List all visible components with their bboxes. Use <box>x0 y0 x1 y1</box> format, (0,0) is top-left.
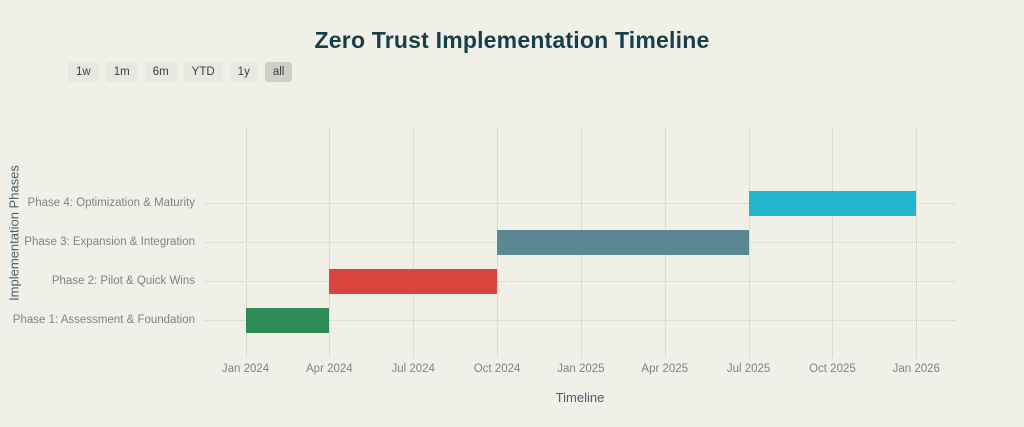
x-tick-label: Jul 2024 <box>391 363 435 375</box>
x-tick-label: Oct 2025 <box>809 363 856 375</box>
x-axis-labels: Jan 2024 Apr 2024 Jul 2024 Oct 2024 Jan 2025… <box>205 363 955 379</box>
gantt-bar-phase-2[interactable] <box>329 268 498 294</box>
y-axis-category-label: Phase 4: Optimization & Maturity <box>27 197 195 209</box>
range-button-1w[interactable]: 1w <box>68 62 99 83</box>
x-gridline <box>832 127 834 358</box>
y-axis-category-label: Phase 2: Pilot & Quick Wins <box>51 275 195 287</box>
y-axis-category-label: Phase 1: Assessment & Foundation <box>12 314 195 326</box>
x-tick-label: Jan 2026 <box>892 363 940 375</box>
gantt-bar-phase-3[interactable] <box>497 229 749 255</box>
x-tick-label: Apr 2024 <box>306 363 353 375</box>
gantt-bar-phase-4[interactable] <box>748 190 917 216</box>
x-tick-label: Jul 2025 <box>726 363 771 375</box>
x-gridline <box>748 127 750 358</box>
x-axis-title: Timeline <box>555 390 605 405</box>
x-gridline <box>329 127 331 358</box>
plot-area[interactable] <box>205 127 955 358</box>
x-tick-label: Oct 2024 <box>473 363 521 375</box>
x-gridline <box>245 127 247 358</box>
range-button-1m[interactable]: 1m <box>105 62 138 83</box>
x-tick-label: Jan 2025 <box>557 363 605 375</box>
y-gridline <box>205 320 955 321</box>
range-button-1y[interactable]: 1y <box>229 62 258 83</box>
x-gridline <box>916 127 918 358</box>
range-selector: 1w 1m 6m YTD 1y all <box>68 62 293 83</box>
range-button-ytd[interactable]: YTD <box>183 62 223 83</box>
x-gridline <box>413 127 415 358</box>
chart-title: Zero Trust Implementation Timeline <box>314 27 710 53</box>
range-button-6m[interactable]: 6m <box>144 62 177 83</box>
x-tick-label: Apr 2025 <box>641 363 689 375</box>
y-axis-category-label: Phase 3: Expansion & Integration <box>24 236 195 248</box>
range-button-all[interactable]: all <box>264 62 293 83</box>
y-axis-labels: Phase 4: Optimization & Maturity Phase 3:… <box>0 127 200 358</box>
y-gridline <box>205 203 955 204</box>
gantt-bar-phase-1[interactable] <box>245 307 330 333</box>
y-gridline <box>205 281 955 282</box>
x-tick-label: Jan 2024 <box>221 363 270 375</box>
